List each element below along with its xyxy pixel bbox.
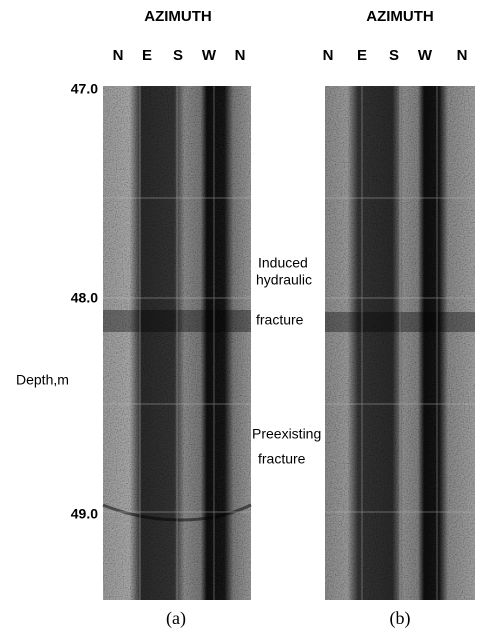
azimuth-label: W (418, 47, 433, 64)
azimuth-label: S (389, 47, 399, 64)
annotation: fracture (258, 451, 306, 467)
azimuth-label: E (357, 47, 367, 64)
grid (325, 86, 475, 600)
panel-caption: (b) (390, 608, 411, 629)
depth-tick-label: 49.0 (71, 506, 98, 522)
azimuth-label: N (113, 47, 124, 64)
azimuth-label: N (323, 47, 334, 64)
fracture-trace (102, 503, 252, 522)
log-image-a (102, 86, 252, 600)
depth-axis-label: Depth,m (16, 372, 69, 388)
annotation: Preexisting (252, 426, 321, 442)
panel-title: AZIMUTH (366, 8, 434, 25)
depth-tick-label: 47.0 (71, 81, 98, 97)
log-image-b (325, 86, 475, 600)
annotation: Induced (258, 255, 308, 271)
depth-tick-label: 48.0 (71, 290, 98, 306)
grid (103, 86, 251, 600)
azimuth-label: W (202, 47, 217, 64)
azimuth-label: E (142, 47, 152, 64)
azimuth-label: N (457, 47, 468, 64)
azimuth-label: S (173, 47, 183, 64)
annotation: hydraulic (256, 272, 312, 288)
annotation: fracture (256, 312, 304, 328)
panel-caption: (a) (166, 608, 186, 629)
panel-title: AZIMUTH (144, 8, 212, 25)
azimuth-label: N (235, 47, 246, 64)
